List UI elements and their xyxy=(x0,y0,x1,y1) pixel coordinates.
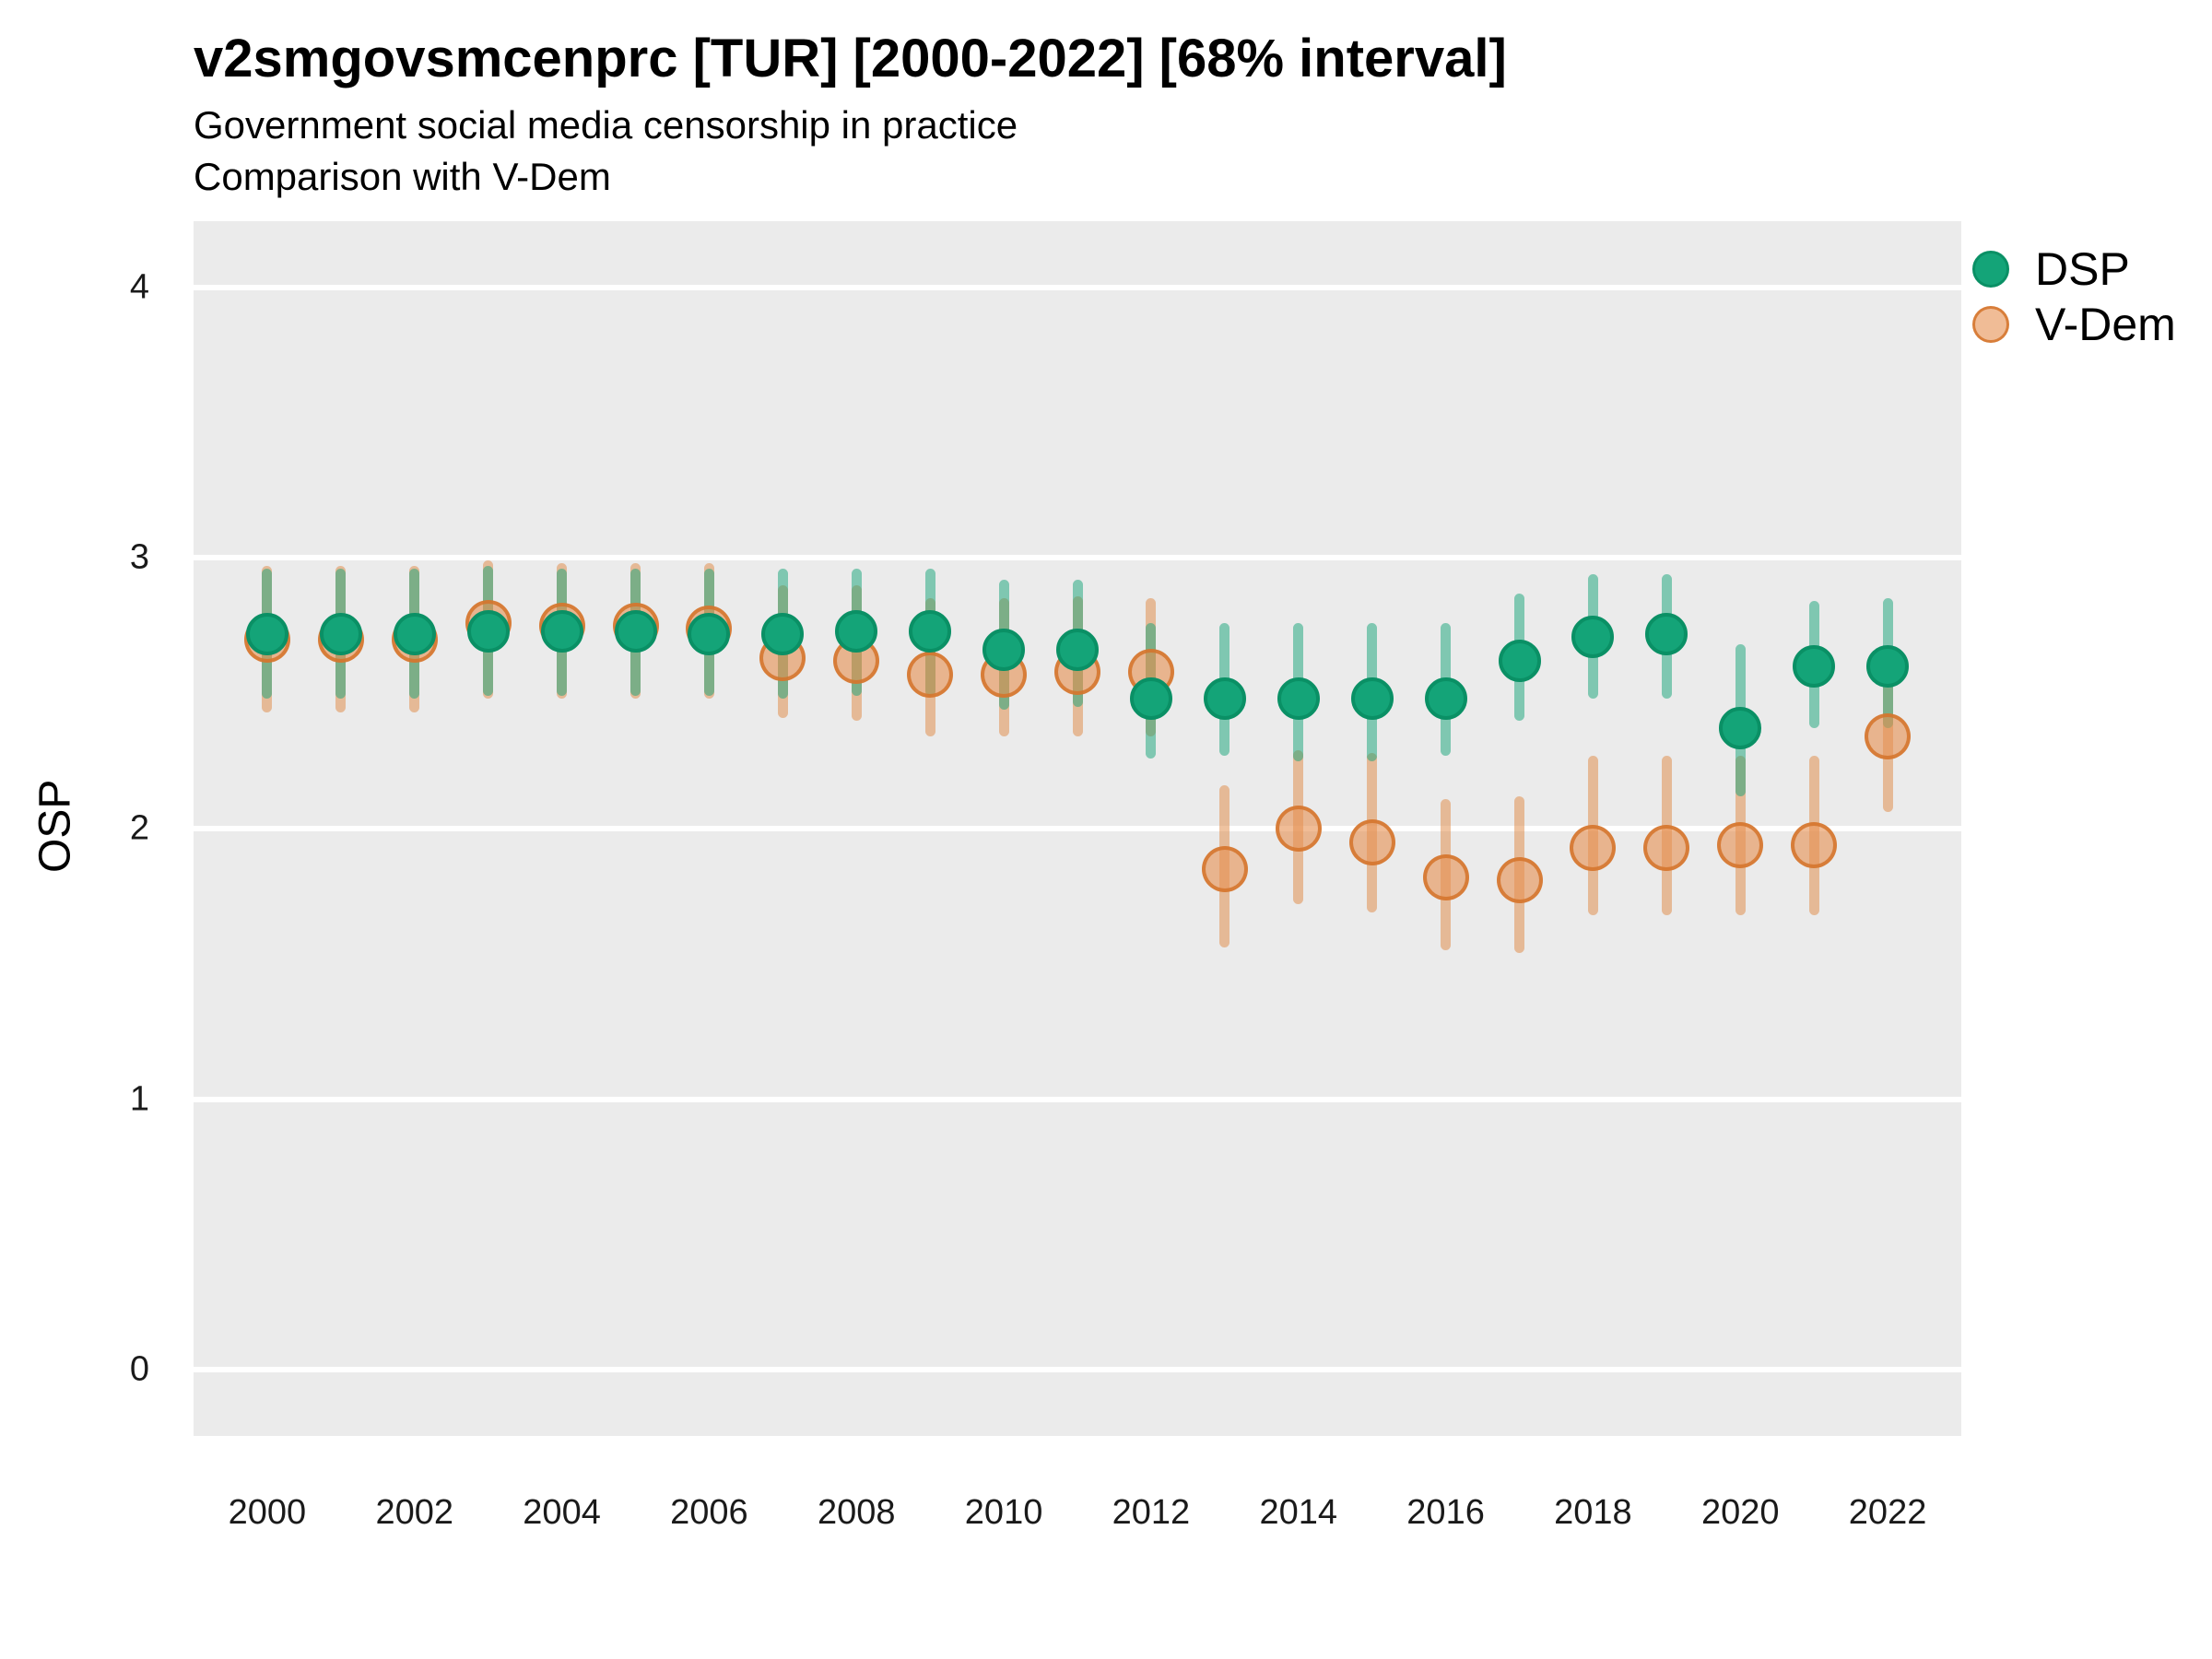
vdem-point-2009 xyxy=(907,651,954,698)
vdem-point-2018 xyxy=(1570,824,1617,871)
x-tick-label-2008: 2008 xyxy=(817,1493,896,1532)
x-tick-label-2014: 2014 xyxy=(1259,1493,1338,1532)
legend-entry-vdem: V-Dem xyxy=(1972,297,2176,352)
dsp-point-2009 xyxy=(909,609,952,653)
vdem-point-2015 xyxy=(1348,818,1395,865)
legend-label-vdem: V-Dem xyxy=(2035,299,2176,350)
chart-subtitle-line2: Comparison with V-Dem xyxy=(194,155,611,198)
dsp-legend-dot-icon xyxy=(1972,251,2009,288)
chart-subtitle-line1: Government social media censorship in pr… xyxy=(194,103,1018,147)
vdem-point-2022 xyxy=(1865,713,1912,760)
x-tick-label-2010: 2010 xyxy=(964,1493,1043,1532)
vdem-point-2016 xyxy=(1422,853,1469,900)
dsp-point-2016 xyxy=(1424,677,1467,721)
plot-panel xyxy=(194,221,1961,1436)
x-tick-label-2020: 2020 xyxy=(1700,1493,1780,1532)
dsp-point-2020 xyxy=(1719,707,1762,750)
x-tick-label-2012: 2012 xyxy=(1112,1493,1191,1532)
legend-label-dsp: DSP xyxy=(2035,243,2130,295)
vdem-point-2017 xyxy=(1496,856,1543,903)
dsp-point-2021 xyxy=(1793,644,1836,688)
dsp-point-2011 xyxy=(1056,629,1099,672)
vdem-point-2021 xyxy=(1791,821,1838,868)
dsp-point-2017 xyxy=(1498,640,1541,682)
dsp-point-2012 xyxy=(1129,677,1172,721)
y-tick-label-2: 2 xyxy=(129,808,149,848)
chart-title: v2smgovsmcenprc [TUR] [2000-2022] [68% i… xyxy=(194,29,1507,88)
y-tick-label-1: 1 xyxy=(129,1079,149,1119)
dsp-point-2002 xyxy=(393,612,436,655)
x-tick-label-2016: 2016 xyxy=(1406,1493,1485,1532)
legend-entry-dsp: DSP xyxy=(1972,241,2176,297)
dsp-point-2006 xyxy=(688,612,731,655)
dsp-point-2018 xyxy=(1571,615,1615,658)
x-tick-label-2002: 2002 xyxy=(375,1493,454,1532)
dsp-point-2007 xyxy=(761,612,805,655)
x-tick-label-2018: 2018 xyxy=(1554,1493,1632,1532)
gridline-y-4 xyxy=(194,284,1961,290)
y-axis-title: OSP xyxy=(30,779,80,873)
dsp-point-2010 xyxy=(982,629,1026,672)
x-tick-label-2004: 2004 xyxy=(523,1493,601,1532)
gridline-y-3 xyxy=(194,555,1961,561)
x-tick-label-2006: 2006 xyxy=(670,1493,748,1532)
dsp-point-2004 xyxy=(540,609,583,653)
dsp-point-2005 xyxy=(614,609,657,653)
y-tick-label-0: 0 xyxy=(129,1349,149,1389)
dsp-point-2022 xyxy=(1866,644,1910,688)
vdem-point-2013 xyxy=(1201,846,1248,893)
x-tick-label-2022: 2022 xyxy=(1848,1493,1927,1532)
dsp-point-2013 xyxy=(1203,677,1246,721)
y-tick-label-3: 3 xyxy=(129,537,149,577)
legend: DSP V-Dem xyxy=(1972,241,2176,352)
vdem-point-2020 xyxy=(1717,821,1764,868)
x-tick-label-2000: 2000 xyxy=(228,1493,307,1532)
dsp-point-2015 xyxy=(1350,677,1394,721)
gridline-y-1 xyxy=(194,1096,1961,1102)
vdem-point-2019 xyxy=(1643,824,1690,871)
dsp-point-2008 xyxy=(835,609,878,653)
dsp-point-2003 xyxy=(466,609,510,653)
gridline-y-2 xyxy=(194,826,1961,831)
dsp-point-2019 xyxy=(1645,612,1688,655)
y-tick-label-4: 4 xyxy=(129,267,149,307)
vdem-legend-dot-icon xyxy=(1972,306,2009,343)
dsp-point-2014 xyxy=(1277,677,1320,721)
dsp-point-2000 xyxy=(245,612,288,655)
gridline-y-0 xyxy=(194,1367,1961,1373)
dsp-point-2001 xyxy=(319,612,362,655)
vdem-point-2014 xyxy=(1275,806,1322,852)
